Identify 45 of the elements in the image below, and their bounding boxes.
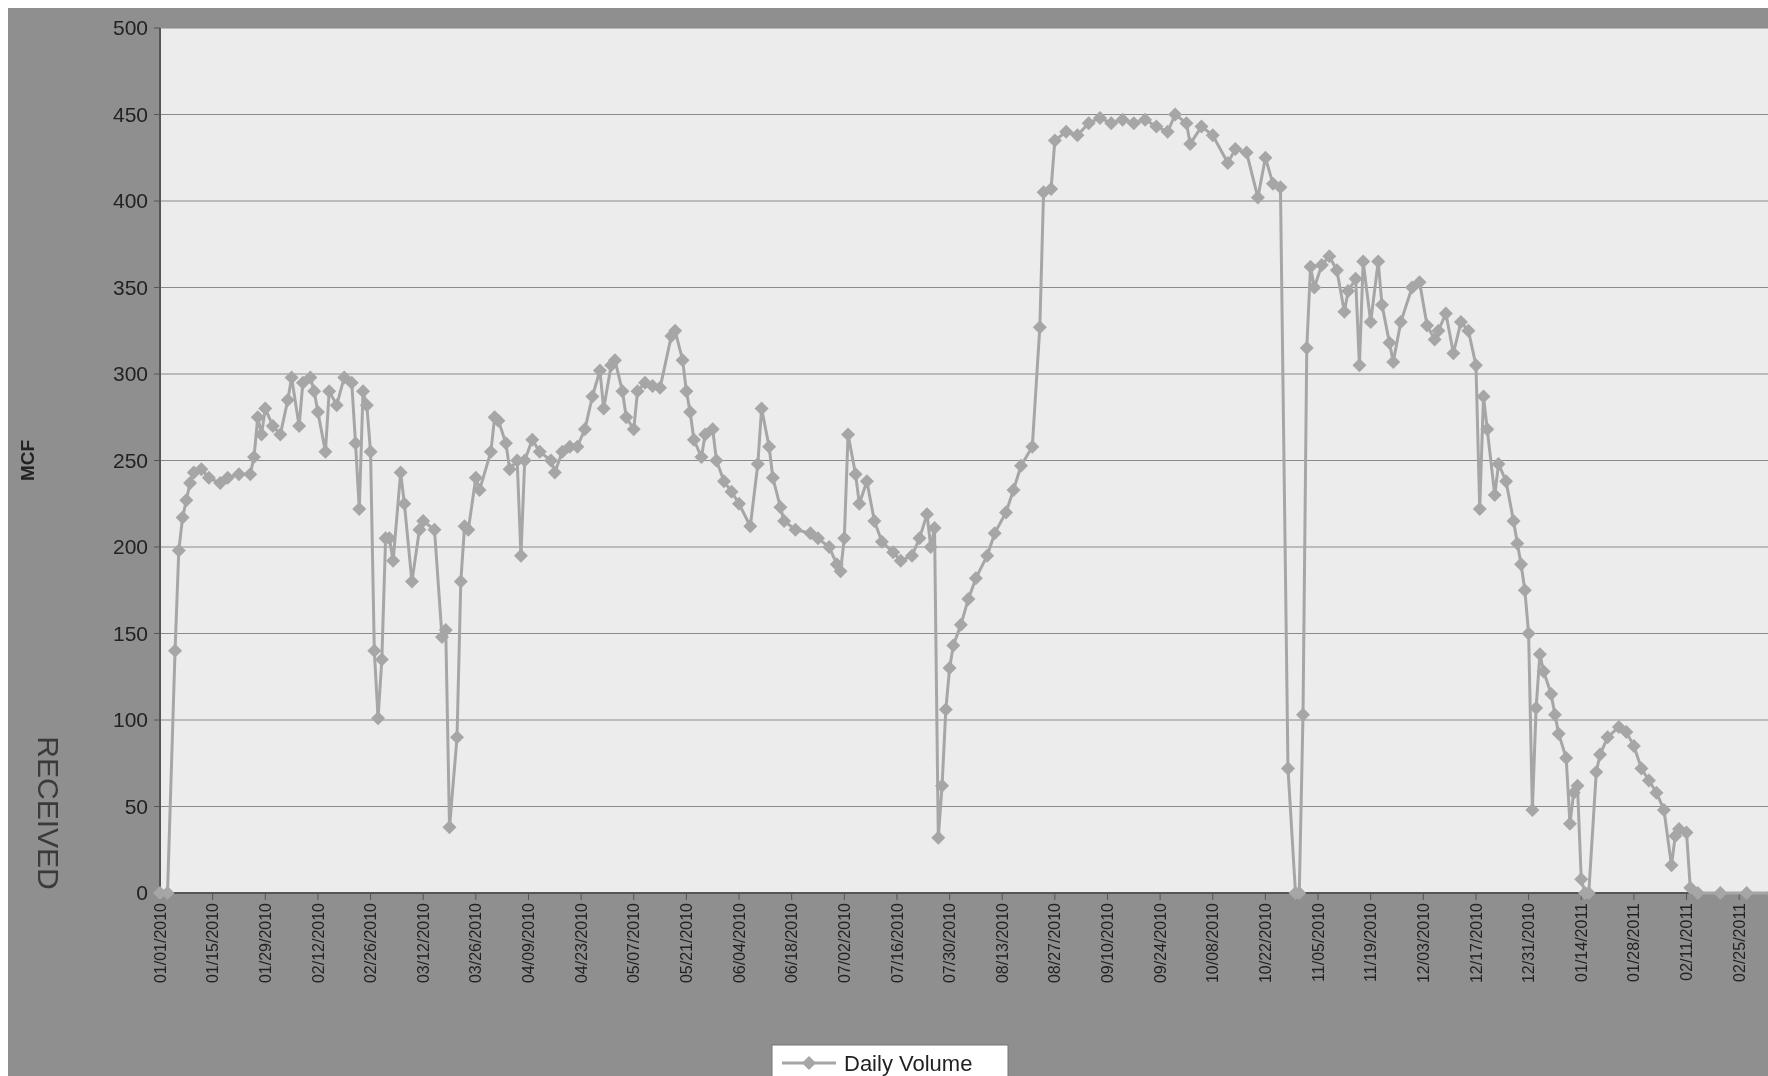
y-tick-label: 150 (112, 621, 148, 645)
text: RECEIVED (31, 736, 65, 890)
x-tick-label: 04/23/2010 (572, 902, 590, 984)
y-tick-label: 450 (112, 102, 148, 126)
x-tick-label: 02/12/2010 (309, 902, 327, 984)
x-tick-label: 03/12/2010 (414, 902, 432, 984)
x-tick-label: 02/11/2011 (1678, 902, 1696, 981)
x-tick-label: 01/15/2010 (204, 902, 222, 984)
x-tick-label: 04/09/2010 (520, 902, 538, 984)
x-tick-label: 06/18/2010 (783, 902, 801, 984)
y-tick-label: 0 (136, 881, 148, 905)
x-tick-label: 12/31/2010 (1520, 902, 1538, 984)
x-tick-label: 08/27/2010 (1046, 902, 1064, 984)
x-tick-label: 12/17/2010 (1467, 902, 1485, 984)
y-tick-label: 100 (112, 708, 148, 732)
x-tick-label: 11/05/2010 (1309, 902, 1327, 982)
x-tick-label: 05/07/2010 (625, 902, 643, 984)
y-tick-label: 300 (112, 362, 148, 386)
y-axis-title: MCF (17, 439, 38, 482)
y-tick-label: 250 (112, 448, 148, 472)
x-tick-label: 08/13/2010 (993, 902, 1011, 984)
x-tick-label: 11/19/2010 (1362, 902, 1380, 982)
x-tick-label: 07/02/2010 (835, 902, 853, 984)
x-tick-label: 03/26/2010 (467, 902, 485, 984)
y-tick-label: 400 (112, 189, 148, 213)
y-tick-label: 500 (112, 16, 148, 40)
x-tick-label: 07/16/2010 (888, 902, 906, 984)
x-tick-label: 01/14/2011 (1572, 902, 1590, 982)
x-tick-label: 07/30/2010 (941, 902, 959, 984)
x-tick-label: 10/22/2010 (1257, 902, 1275, 984)
x-tick-label: 01/01/2010 (151, 902, 169, 984)
x-tick-label: 05/21/2010 (677, 902, 695, 984)
y-tick-label: 350 (112, 275, 148, 299)
x-tick-label: 09/10/2010 (1099, 902, 1117, 984)
y-tick-label: 200 (112, 535, 148, 559)
x-tick-label: 01/29/2010 (256, 902, 274, 984)
y-tick-label: 50 (124, 794, 148, 818)
x-tick-label: 12/03/2010 (1414, 902, 1432, 984)
x-tick-label: 10/08/2010 (1204, 902, 1222, 984)
x-tick-label: 01/28/2011 (1625, 902, 1643, 982)
x-tick-label: 02/26/2010 (362, 902, 380, 984)
x-tick-label: 02/25/2011 (1730, 902, 1748, 982)
x-tick-label: 06/04/2010 (730, 902, 748, 984)
legend-label: Daily Volume (844, 1050, 973, 1076)
x-tick-label: 09/24/2010 (1151, 902, 1169, 984)
